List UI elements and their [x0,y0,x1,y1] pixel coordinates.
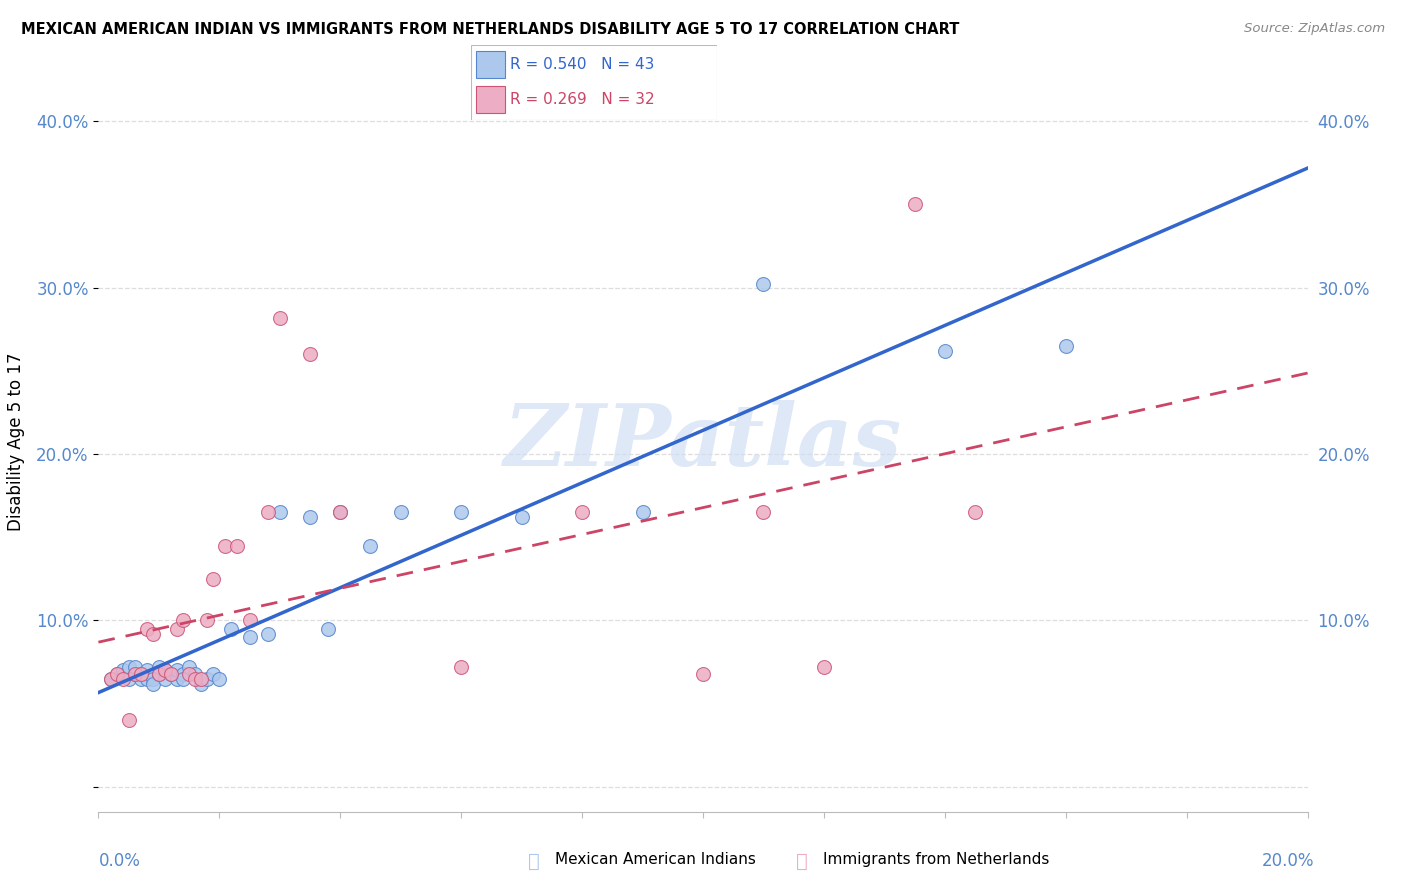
Point [692,666,714,681]
Point [153,672,176,686]
Text: R = 0.540   N = 43: R = 0.540 N = 43 [510,57,655,72]
Point [202,572,225,586]
Point [166,672,188,686]
Text: ZIPatlas: ZIPatlas [503,400,903,483]
Point [752,505,775,519]
Point [129,666,152,681]
Point [153,663,176,677]
Point [214,539,236,553]
Point [239,630,262,644]
Point [208,672,231,686]
Point [100,672,122,686]
Text: Mexican American Indians: Mexican American Indians [555,852,756,867]
Point [172,614,194,628]
Point [105,666,128,681]
Point [202,666,225,681]
Point [129,666,152,681]
FancyBboxPatch shape [475,86,506,112]
Point [510,510,533,524]
Point [135,663,157,677]
Point [571,505,593,519]
Point [904,197,927,211]
Point [195,614,218,628]
Text: R = 0.269   N = 32: R = 0.269 N = 32 [510,92,655,107]
Point [329,505,352,519]
FancyBboxPatch shape [471,45,717,120]
Point [160,666,183,681]
Point [148,666,170,681]
Point [269,310,291,325]
Text: 0.0%: 0.0% [98,852,141,870]
Point [934,343,956,358]
Point [184,666,207,681]
Point [813,660,835,674]
Point [166,622,188,636]
Point [100,672,122,686]
Point [142,626,165,640]
Y-axis label: Disability Age 5 to 17: Disability Age 5 to 17 [7,352,25,531]
Point [105,666,128,681]
Point [752,277,775,292]
Point [299,347,322,361]
Point [142,672,165,686]
Point [166,663,188,677]
Point [256,505,278,519]
Point [148,666,170,681]
Text: Immigrants from Netherlands: Immigrants from Netherlands [823,852,1049,867]
Text: 20.0%: 20.0% [1263,852,1315,870]
Point [299,510,322,524]
Point [226,539,249,553]
Point [631,505,654,519]
Text: Source: ZipAtlas.com: Source: ZipAtlas.com [1244,22,1385,36]
Point [450,660,472,674]
Point [129,672,152,686]
Point [179,660,201,674]
Point [184,672,207,686]
Point [1054,339,1077,353]
Text: MEXICAN AMERICAN INDIAN VS IMMIGRANTS FROM NETHERLANDS DISABILITY AGE 5 TO 17 CO: MEXICAN AMERICAN INDIAN VS IMMIGRANTS FR… [21,22,959,37]
Point [450,505,472,519]
Point [142,676,165,690]
Point [965,505,987,519]
Point [329,505,352,519]
Point [111,663,134,677]
Point [360,539,382,553]
Point [118,672,141,686]
Point [148,660,170,674]
Point [124,666,146,681]
Point [269,505,291,519]
Point [118,660,141,674]
Point [160,666,183,681]
FancyBboxPatch shape [475,51,506,78]
Point [190,676,212,690]
Point [172,672,194,686]
Point [135,672,157,686]
Point [179,666,201,681]
Text: ⬜: ⬜ [796,852,807,871]
Point [221,622,243,636]
Text: ⬜: ⬜ [529,852,540,871]
Point [256,626,278,640]
Point [195,672,218,686]
Point [135,622,157,636]
Point [111,672,134,686]
Point [239,614,262,628]
Point [124,660,146,674]
Point [172,666,194,681]
Point [190,672,212,686]
Point [316,622,339,636]
Point [124,666,146,681]
Point [389,505,412,519]
Point [153,663,176,677]
Point [118,713,141,727]
